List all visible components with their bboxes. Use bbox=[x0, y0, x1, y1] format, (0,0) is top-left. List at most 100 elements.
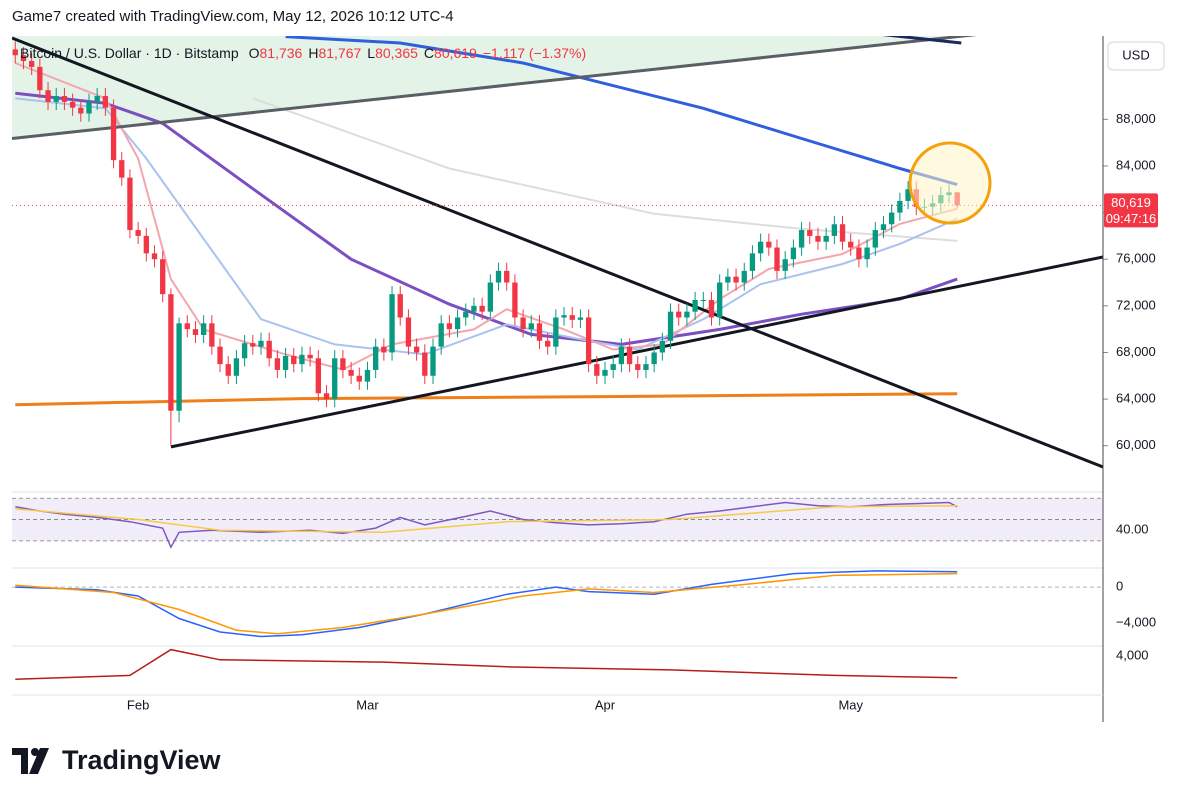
trendline bbox=[12, 36, 1103, 469]
candle-body bbox=[798, 230, 805, 248]
x-tick-label: Feb bbox=[127, 697, 149, 712]
candle-body bbox=[356, 375, 362, 382]
candle-body bbox=[217, 346, 223, 365]
candle-body bbox=[725, 276, 731, 283]
candle-body bbox=[373, 346, 379, 370]
candle-body bbox=[61, 96, 68, 102]
candle-body bbox=[782, 259, 788, 271]
candle-body bbox=[651, 352, 657, 365]
candle-body bbox=[389, 294, 395, 353]
y-tick-label: 72,000 bbox=[1116, 297, 1156, 312]
candle-body bbox=[241, 343, 248, 359]
candle-body bbox=[831, 224, 838, 236]
moving-average bbox=[15, 91, 958, 346]
ohlc-key: H bbox=[308, 45, 319, 61]
candle-body bbox=[741, 270, 747, 283]
candle-body bbox=[880, 224, 887, 231]
candle-body bbox=[463, 311, 469, 318]
candle-body bbox=[577, 317, 584, 320]
candles bbox=[12, 41, 960, 446]
lower-line bbox=[15, 648, 958, 681]
candle-body bbox=[626, 346, 633, 365]
candle-body bbox=[659, 340, 666, 353]
candle-body bbox=[807, 230, 813, 236]
header: Game7 created with TradingView.com, May … bbox=[12, 8, 454, 25]
ohlc-value: 80,619 bbox=[434, 45, 477, 61]
candle-body bbox=[471, 305, 477, 312]
candle-body bbox=[487, 282, 493, 312]
candle-body bbox=[151, 253, 158, 260]
candle-body bbox=[553, 317, 559, 347]
candle-body bbox=[889, 212, 895, 225]
rsi-line bbox=[15, 504, 958, 534]
rsi-line bbox=[15, 501, 958, 549]
y-tick-label: 64,000 bbox=[1116, 391, 1156, 406]
ohlc-key: O bbox=[248, 45, 260, 61]
candle-body bbox=[274, 358, 281, 370]
candle-body bbox=[635, 364, 641, 370]
candle-body bbox=[340, 358, 346, 370]
x-tick-label: Mar bbox=[356, 697, 379, 712]
candle-body bbox=[495, 270, 502, 283]
candle-body bbox=[536, 323, 543, 341]
candle-body bbox=[266, 340, 272, 359]
candle-body bbox=[512, 282, 518, 318]
candle-body bbox=[430, 346, 436, 376]
candle-body bbox=[86, 101, 92, 114]
candle-body bbox=[127, 177, 133, 231]
indicator-panes bbox=[12, 497, 1103, 681]
y-tick-label: 0 bbox=[1116, 579, 1123, 594]
y-tick-label: 84,000 bbox=[1116, 157, 1156, 172]
candle-body bbox=[749, 253, 756, 271]
change: −1,117 (−1.37%) bbox=[482, 45, 587, 61]
candle-body bbox=[757, 241, 764, 254]
logo: TradingView bbox=[12, 745, 222, 775]
candle-body bbox=[897, 200, 903, 213]
candle-body bbox=[848, 241, 854, 248]
candle-body bbox=[160, 259, 166, 295]
x-tick-label: May bbox=[838, 697, 863, 712]
candle-body bbox=[717, 282, 723, 318]
ohlc-value: 81,736 bbox=[259, 45, 303, 61]
candle-body bbox=[823, 235, 829, 242]
candle-body bbox=[618, 346, 625, 365]
candle-body bbox=[168, 294, 174, 411]
candle-body bbox=[610, 364, 616, 370]
candle-body bbox=[864, 247, 870, 260]
candle-body bbox=[684, 311, 690, 318]
moving-average bbox=[15, 97, 958, 356]
candle-body bbox=[119, 160, 125, 178]
moving-average bbox=[252, 97, 958, 242]
candle-body bbox=[69, 101, 76, 108]
candle-body bbox=[348, 369, 354, 376]
candle-body bbox=[233, 358, 240, 376]
moving-average bbox=[285, 36, 958, 187]
candle-body bbox=[446, 323, 453, 330]
footer-logo-text: TradingView bbox=[62, 745, 222, 775]
candle-body bbox=[291, 355, 297, 365]
candle-body bbox=[643, 364, 649, 370]
y-tick-label: −4,000 bbox=[1116, 614, 1156, 629]
y-tick-label: 60,000 bbox=[1116, 437, 1156, 452]
candle-body bbox=[528, 323, 534, 330]
candle-body bbox=[45, 90, 51, 102]
candle-body bbox=[53, 96, 59, 102]
candle-body bbox=[250, 343, 256, 347]
candle-body bbox=[561, 315, 567, 318]
candle-body bbox=[282, 355, 289, 370]
candle-body bbox=[12, 49, 18, 56]
candle-body bbox=[602, 369, 608, 376]
highlight-circle bbox=[908, 141, 992, 225]
candle-body bbox=[766, 241, 772, 248]
ohlc-value: 81,767 bbox=[318, 45, 362, 61]
currency-box[interactable] bbox=[1107, 41, 1165, 71]
candle-body bbox=[905, 189, 911, 201]
candle-body bbox=[815, 235, 821, 242]
candle-body bbox=[323, 393, 330, 400]
candle-body bbox=[413, 346, 420, 353]
candle-body bbox=[545, 340, 551, 347]
candle-body bbox=[700, 300, 706, 302]
candle-body bbox=[479, 305, 485, 312]
last-price-box bbox=[1104, 193, 1158, 228]
